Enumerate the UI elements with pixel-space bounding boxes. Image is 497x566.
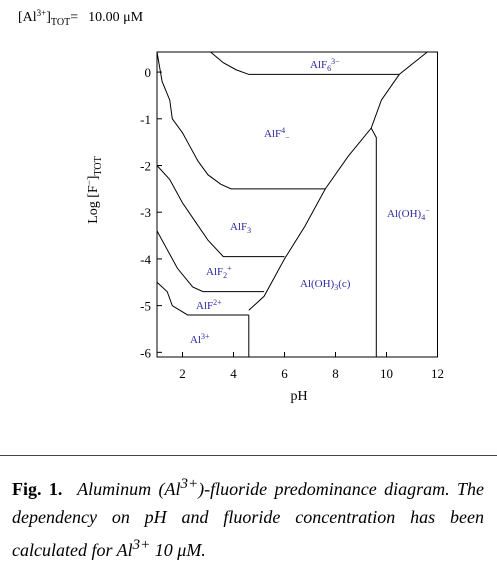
rule bbox=[0, 455, 497, 456]
region-label: AlF63− bbox=[310, 57, 340, 73]
x-tick-label: 4 bbox=[230, 366, 237, 381]
y-tick-label: -6 bbox=[140, 345, 151, 360]
boundary bbox=[248, 74, 400, 311]
y-tick-label: -1 bbox=[140, 112, 151, 127]
region-sub: − bbox=[285, 133, 290, 142]
t: Aluminum (Al bbox=[77, 479, 181, 499]
y-label: Log [F−]TOT bbox=[84, 156, 104, 224]
t: 3+ bbox=[132, 537, 151, 553]
region-label: Al3+ bbox=[190, 332, 210, 346]
h: TOT bbox=[51, 17, 70, 28]
y-tick-label: -2 bbox=[140, 158, 151, 173]
region-sup: 3+ bbox=[201, 332, 210, 341]
region-label: AlF4− bbox=[264, 126, 290, 142]
region-name: Al(OH) bbox=[387, 208, 422, 220]
x-tick-label: 2 bbox=[179, 366, 186, 381]
region-label: Al(OH)3(c) bbox=[300, 278, 351, 292]
region-tail: (c) bbox=[338, 278, 351, 290]
y-tick-label: -3 bbox=[140, 205, 151, 220]
region-sup: + bbox=[227, 264, 232, 273]
region-name: AlF bbox=[196, 300, 213, 312]
x-tick-label: 12 bbox=[431, 366, 444, 381]
chart: [Al3+]TOT= 10.00 μM pH Log [F−]TOT 2 4 6 8 10… bbox=[18, 8, 444, 404]
region-label: AlF2+ bbox=[196, 298, 222, 312]
region-name: Al(OH) bbox=[300, 278, 335, 290]
region-name: AlF bbox=[264, 128, 281, 140]
plot-frame bbox=[156, 51, 438, 358]
region-sup: 2+ bbox=[213, 298, 222, 307]
yl: Log [F bbox=[86, 185, 101, 224]
x-tick-label: 10 bbox=[380, 366, 393, 381]
t: 10 μM. bbox=[150, 540, 206, 560]
region-sup: − bbox=[425, 206, 430, 215]
caption: Fig. 1. Aluminum (Al3+)-fluoride predomi… bbox=[12, 470, 484, 564]
region-label: Al(OH)4− bbox=[387, 206, 430, 222]
boundary bbox=[210, 51, 428, 75]
yl: ] bbox=[86, 176, 101, 181]
boundary bbox=[370, 127, 377, 357]
yl: − bbox=[84, 180, 94, 185]
region-sub: 3 bbox=[247, 226, 251, 235]
y-tick-label: -4 bbox=[140, 252, 151, 267]
region-sub: 3 bbox=[334, 283, 338, 292]
region-sup: 3− bbox=[331, 57, 340, 66]
h: ] bbox=[46, 10, 51, 25]
region-label: AlF2+ bbox=[206, 264, 232, 280]
boundary bbox=[156, 165, 285, 258]
y-tick-label: 0 bbox=[145, 65, 152, 80]
yl: TOT bbox=[93, 156, 104, 175]
boundary bbox=[156, 51, 326, 190]
region-name: Al bbox=[190, 334, 201, 346]
x-label: pH bbox=[290, 389, 307, 404]
h: [Al bbox=[18, 10, 37, 25]
x-tick-label: 8 bbox=[332, 366, 339, 381]
region-sub: 4 bbox=[421, 213, 425, 222]
header: [Al3+]TOT= 10.00 μM bbox=[18, 8, 144, 28]
x-tick-label: 6 bbox=[281, 366, 288, 381]
region-sub: 2 bbox=[223, 271, 227, 280]
region-name: AlF bbox=[310, 59, 327, 71]
region-sup: 4 bbox=[281, 126, 285, 135]
t: )-fluoride predominance diagram. The dep… bbox=[12, 479, 485, 560]
y-tick-label: -5 bbox=[140, 299, 151, 314]
region-name: AlF bbox=[206, 266, 223, 278]
boundary bbox=[156, 281, 249, 316]
h: = bbox=[70, 10, 78, 25]
h: 10.00 μM bbox=[88, 10, 144, 25]
region-sub: 6 bbox=[327, 64, 331, 73]
boundary bbox=[156, 230, 265, 293]
h: 3+ bbox=[37, 8, 47, 18]
caption-label: Fig. 1. bbox=[12, 479, 63, 499]
region-name: AlF bbox=[230, 221, 247, 233]
region-label: AlF3 bbox=[230, 221, 251, 235]
t: 3+ bbox=[180, 476, 199, 492]
